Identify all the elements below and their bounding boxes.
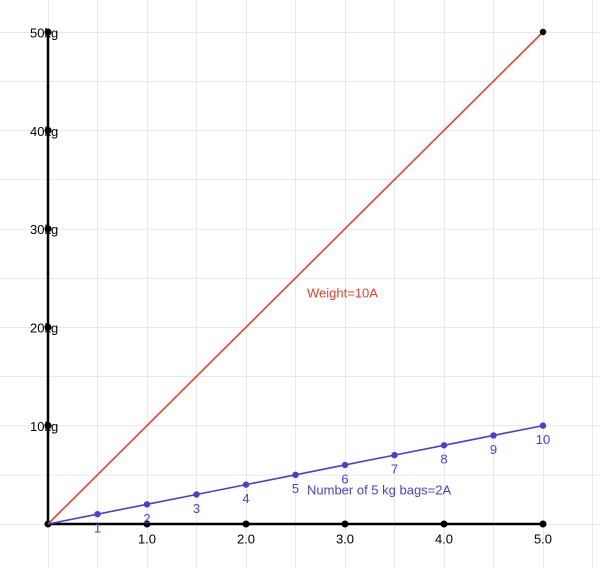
data-label: 2 — [143, 511, 150, 526]
y-tick — [44, 126, 52, 134]
data-label: 5 — [292, 481, 299, 496]
data-point — [143, 501, 151, 508]
data-label: 8 — [440, 452, 447, 467]
x-tick — [143, 520, 151, 528]
y-tick-label: 20kg — [30, 321, 58, 336]
y-tick — [44, 422, 52, 430]
x-tick-label: 5.0 — [534, 531, 552, 546]
data-point — [341, 461, 349, 469]
y-tick — [44, 225, 52, 233]
data-label: 9 — [490, 442, 497, 457]
y-tick-label: 40kg — [30, 124, 58, 139]
data-point — [440, 442, 448, 449]
y-tick-label: 30kg — [30, 222, 58, 237]
y-tick-label: 10kg — [30, 419, 58, 434]
x-tick — [242, 520, 250, 528]
y-tick — [44, 323, 52, 331]
data-label: 4 — [242, 491, 249, 506]
data-label: 7 — [391, 462, 398, 477]
data-point — [539, 28, 547, 36]
data-label: 1 — [94, 521, 101, 536]
y-tick-label: 50kg — [30, 25, 58, 40]
data-point — [539, 422, 547, 429]
data-label: 6 — [341, 471, 348, 486]
data-point — [242, 481, 250, 488]
series-line — [47, 31, 544, 525]
data-point — [193, 491, 200, 498]
x-tick-label: 2.0 — [237, 531, 255, 546]
x-tick — [440, 520, 448, 528]
x-tick-label: 1.0 — [138, 531, 156, 546]
data-point — [292, 471, 299, 478]
series-annotation: Number of 5 kg bags=2A — [307, 482, 451, 497]
data-point — [391, 451, 398, 459]
data-point — [94, 510, 101, 518]
x-tick — [341, 520, 349, 528]
data-label: 10 — [536, 432, 550, 447]
data-point — [490, 432, 497, 439]
x-tick-label: 4.0 — [435, 531, 453, 546]
x-tick-label: 3.0 — [336, 531, 354, 546]
y-tick — [44, 28, 52, 36]
series-annotation: Weight=10A — [307, 285, 378, 300]
data-label: 3 — [193, 501, 200, 516]
x-tick — [539, 520, 547, 528]
